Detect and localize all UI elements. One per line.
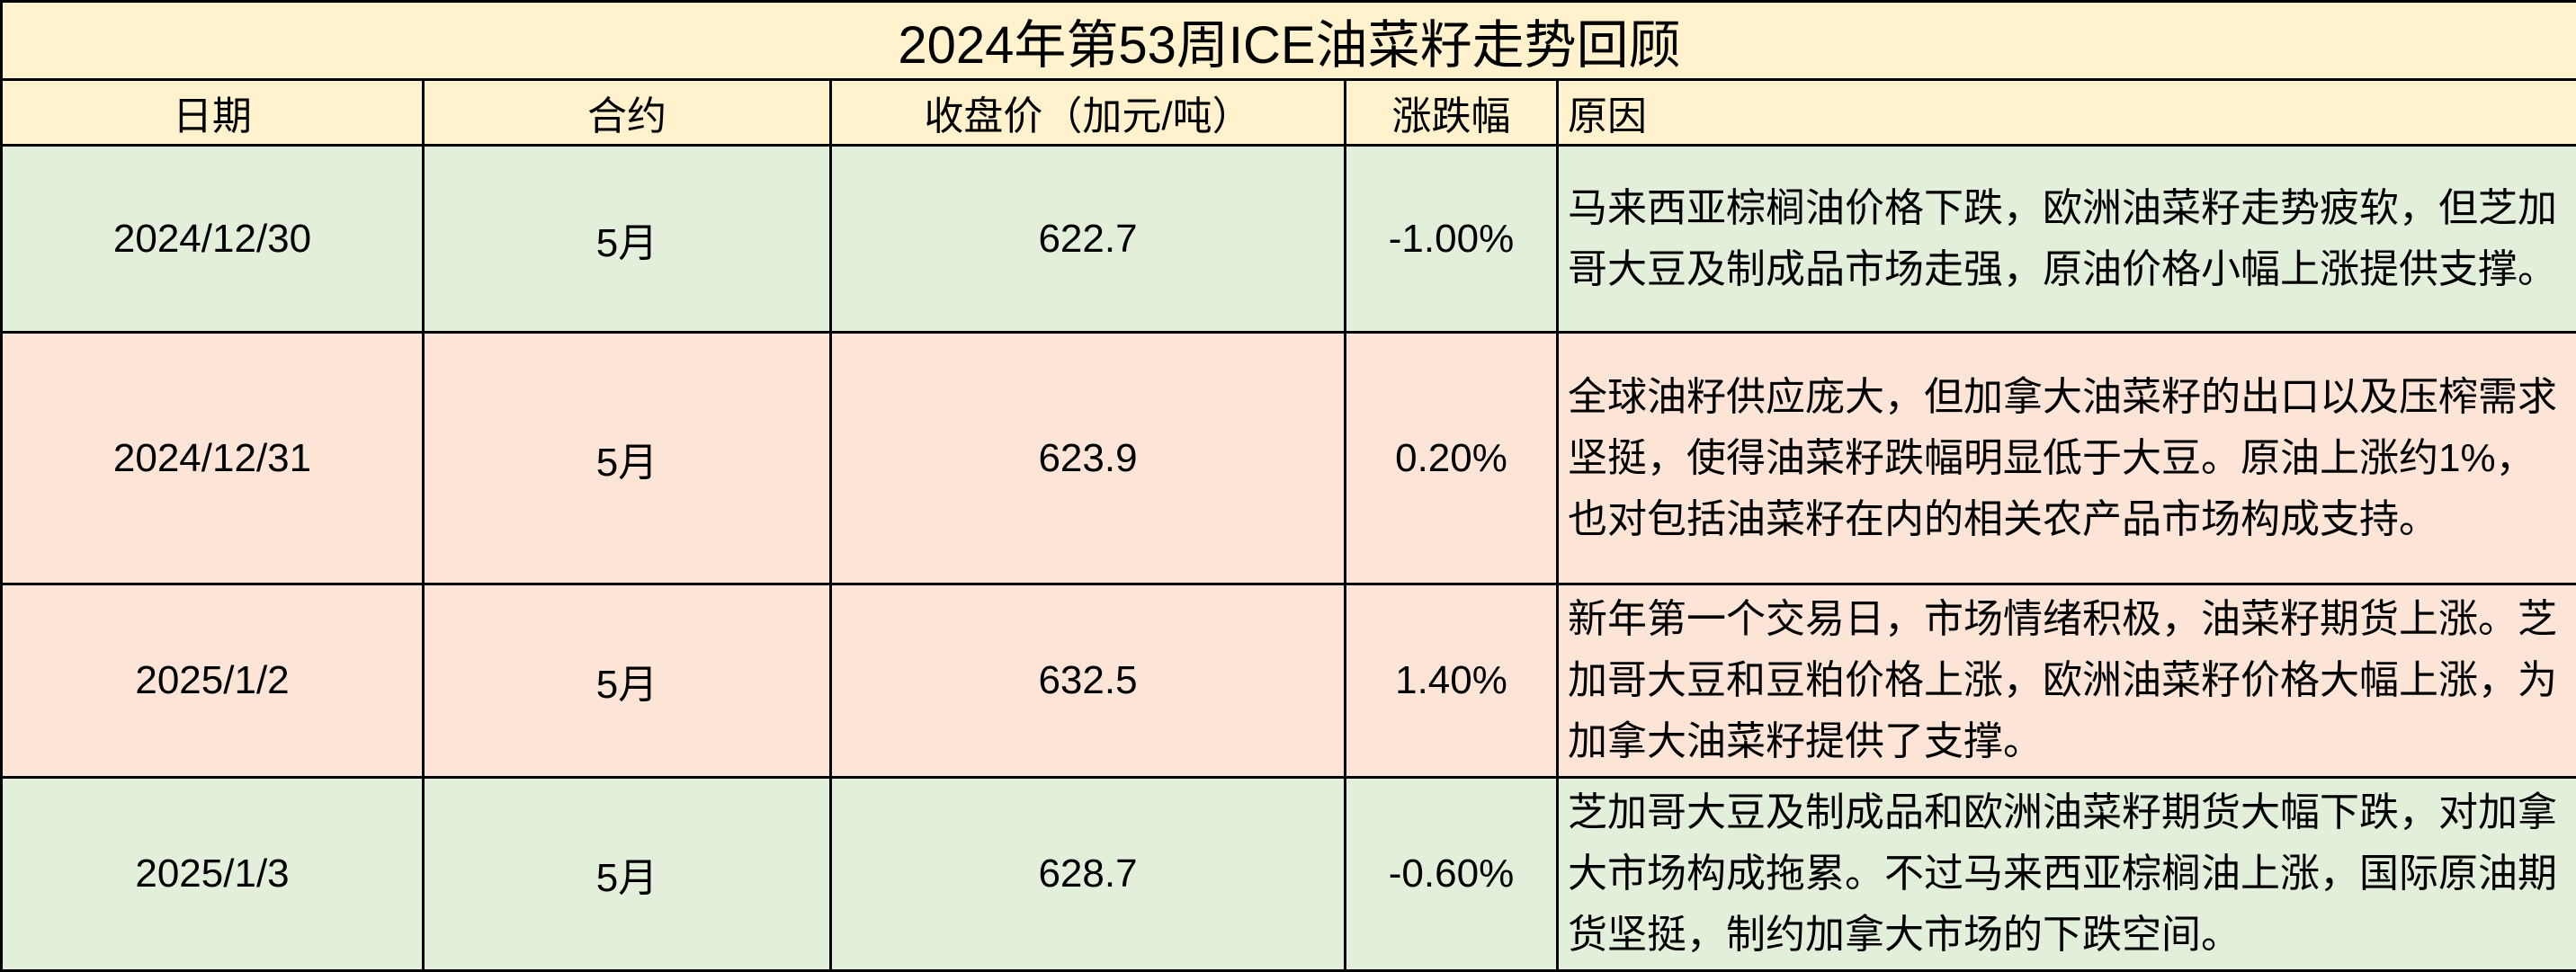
change-cell: -1.00% — [1346, 146, 1558, 333]
close-price-cell: 628.7 — [831, 778, 1346, 971]
table-row: 2024/12/30 5月 622.7 -1.00% 马来西亚棕榈油价格下跌，欧… — [2, 146, 2576, 333]
header-contract: 合约 — [424, 80, 831, 146]
table-row: 2024/12/31 5月 623.9 0.20% 全球油籽供应庞大，但加拿大油… — [2, 333, 2576, 584]
header-change: 涨跌幅 — [1346, 80, 1558, 146]
close-price-cell: 622.7 — [831, 146, 1346, 333]
table-row: 2025/1/3 5月 628.7 -0.60% 芝加哥大豆及制成品和欧洲油菜籽… — [2, 778, 2576, 971]
header-row: 日期 合约 收盘价（加元/吨） 涨跌幅 原因 — [2, 80, 2576, 146]
change-cell: 1.40% — [1346, 584, 1558, 778]
reason-cell: 马来西亚棕榈油价格下跌，欧洲油菜籽走势疲软，但芝加哥大豆及制成品市场走强，原油价… — [1558, 146, 2576, 333]
header-close-price: 收盘价（加元/吨） — [831, 80, 1346, 146]
reason-cell: 新年第一个交易日，市场情绪积极，油菜籽期货上涨。芝加哥大豆和豆粕价格上涨，欧洲油… — [1558, 584, 2576, 778]
contract-cell: 5月 — [424, 333, 831, 584]
contract-cell: 5月 — [424, 146, 831, 333]
contract-cell: 5月 — [424, 778, 831, 971]
header-date: 日期 — [2, 80, 424, 146]
contract-cell: 5月 — [424, 584, 831, 778]
date-cell: 2024/12/31 — [2, 333, 424, 584]
table-row: 2025/1/2 5月 632.5 1.40% 新年第一个交易日，市场情绪积极，… — [2, 584, 2576, 778]
close-price-cell: 632.5 — [831, 584, 1346, 778]
change-cell: 0.20% — [1346, 333, 1558, 584]
header-reason: 原因 — [1558, 80, 2576, 146]
date-cell: 2025/1/2 — [2, 584, 424, 778]
reason-cell: 全球油籽供应庞大，但加拿大油菜籽的出口以及压榨需求坚挺，使得油菜籽跌幅明显低于大… — [1558, 333, 2576, 584]
reason-cell: 芝加哥大豆及制成品和欧洲油菜籽期货大幅下跌，对加拿大市场构成拖累。不过马来西亚棕… — [1558, 778, 2576, 971]
date-cell: 2024/12/30 — [2, 146, 424, 333]
change-cell: -0.60% — [1346, 778, 1558, 971]
date-cell: 2025/1/3 — [2, 778, 424, 971]
table-title: 2024年第53周ICE油菜籽走势回顾 — [2, 2, 2576, 80]
close-price-cell: 623.9 — [831, 333, 1346, 584]
